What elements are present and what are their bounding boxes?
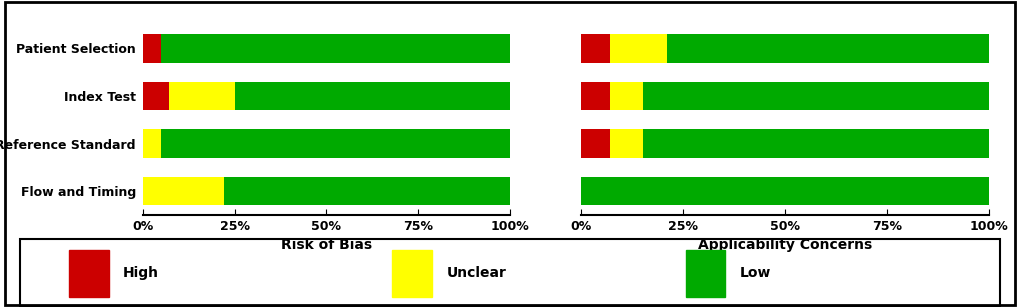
Bar xyxy=(143,177,223,205)
X-axis label: Risk of Bias: Risk of Bias xyxy=(280,238,372,252)
Bar xyxy=(223,177,510,205)
Bar xyxy=(161,129,510,158)
Bar xyxy=(69,250,108,297)
Bar xyxy=(392,250,431,297)
Bar xyxy=(581,177,988,205)
Bar xyxy=(666,34,988,63)
Text: High: High xyxy=(123,266,159,280)
Bar xyxy=(143,82,168,110)
Bar xyxy=(581,129,609,158)
Text: Low: Low xyxy=(740,266,770,280)
Bar xyxy=(686,250,725,297)
Text: Unclear: Unclear xyxy=(446,266,505,280)
Bar xyxy=(609,34,666,63)
Bar xyxy=(609,82,642,110)
Bar xyxy=(143,34,161,63)
Bar xyxy=(642,82,988,110)
Bar xyxy=(143,129,161,158)
Bar xyxy=(642,129,988,158)
Bar xyxy=(168,82,234,110)
Bar xyxy=(234,82,510,110)
Bar xyxy=(581,82,609,110)
Bar xyxy=(161,34,510,63)
Bar xyxy=(581,34,609,63)
Bar xyxy=(609,129,642,158)
X-axis label: Applicability Concerns: Applicability Concerns xyxy=(698,238,871,252)
